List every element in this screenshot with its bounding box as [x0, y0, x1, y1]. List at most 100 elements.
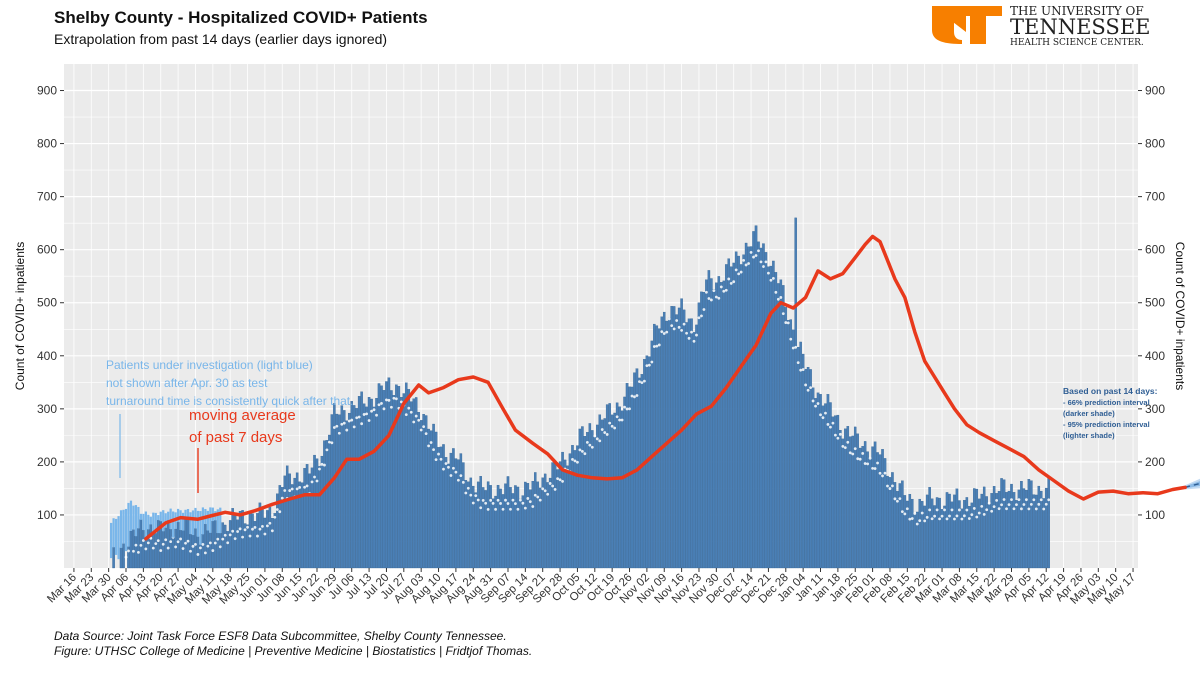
data-point [687, 336, 691, 340]
data-bar [759, 247, 763, 569]
data-point [417, 418, 421, 422]
data-bar [662, 311, 666, 569]
data-point [670, 324, 674, 328]
data-point [169, 540, 173, 544]
data-bar [325, 440, 329, 569]
y-tick-label-right: 900 [1145, 84, 1165, 98]
data-point [216, 537, 220, 541]
data-bar [476, 481, 480, 569]
data-bar [923, 505, 926, 569]
data-point [846, 440, 850, 444]
data-point [692, 339, 696, 343]
data-bar [288, 473, 291, 569]
data-point [151, 546, 155, 550]
data-bar [809, 369, 812, 569]
data-point [786, 321, 790, 325]
data-point [742, 258, 746, 262]
data-bar [685, 322, 688, 569]
data-point [556, 477, 559, 481]
data-bar [514, 485, 517, 569]
data-bar [315, 458, 319, 569]
data-point [826, 423, 830, 426]
data-bar [1044, 487, 1048, 569]
data-bar [623, 396, 626, 569]
data-point [434, 458, 438, 462]
data-bar [464, 480, 468, 569]
chart-title: Shelby County - Hospitalized COVID+ Pati… [54, 8, 428, 27]
logo-line-3: HEALTH SCIENCE CENTER. [1010, 38, 1144, 48]
data-point [638, 380, 641, 384]
data-bar [603, 418, 606, 569]
data-point [767, 271, 770, 275]
data-bar [521, 495, 525, 569]
data-bar [700, 291, 703, 569]
data-bar [434, 431, 438, 569]
data-bar [164, 527, 167, 569]
pui-bar [169, 508, 172, 530]
data-point [876, 461, 879, 465]
data-bar [196, 536, 200, 569]
data-bar [578, 428, 582, 569]
data-point [231, 529, 235, 533]
data-bar [357, 396, 361, 569]
data-bar [258, 502, 262, 569]
data-bar [791, 329, 795, 569]
pui-bar [199, 511, 202, 545]
data-point [248, 534, 252, 538]
data-bar [858, 447, 862, 569]
data-point [553, 488, 557, 491]
data-point [732, 280, 736, 284]
data-point [340, 422, 344, 426]
data-bar [283, 475, 287, 569]
data-bar [194, 528, 197, 569]
data-point [764, 260, 768, 264]
data-bar [370, 398, 373, 569]
data-bar [556, 469, 559, 569]
y-tick-label-left: 500 [37, 296, 57, 310]
data-source-note: Data Source: Joint Task Force ESF8 Data … [54, 629, 507, 643]
data-point [749, 250, 753, 254]
data-point [590, 445, 594, 449]
data-point [593, 434, 597, 438]
data-point [558, 478, 562, 482]
y-tick-label-left: 900 [37, 84, 57, 98]
data-point [940, 514, 944, 518]
data-bar [313, 454, 316, 569]
data-point [1007, 503, 1011, 507]
data-bar [494, 495, 497, 569]
data-point [886, 484, 889, 488]
data-point [737, 272, 741, 276]
data-bar [985, 496, 988, 569]
data-point [990, 509, 994, 513]
data-bar [648, 356, 651, 569]
data-point [437, 452, 440, 456]
data-point [975, 515, 979, 519]
data-bar [392, 395, 396, 569]
data-bar [782, 285, 785, 569]
data-bar [1037, 485, 1041, 569]
data-point [422, 425, 426, 429]
data-bar [717, 276, 721, 569]
data-bar [794, 217, 797, 569]
data-bar [1020, 481, 1023, 569]
data-point [144, 547, 148, 551]
data-point [1015, 503, 1018, 506]
pui-bar [162, 510, 165, 532]
data-point [201, 543, 205, 546]
pui-bar [167, 511, 170, 521]
data-point [774, 290, 778, 294]
data-point [404, 413, 408, 417]
data-bar [509, 487, 512, 569]
data-bar [866, 451, 869, 569]
pui-bar [114, 518, 118, 555]
data-bar [953, 494, 956, 569]
data-bar [707, 270, 711, 569]
data-point [873, 467, 877, 470]
data-point [702, 308, 706, 311]
data-point [1042, 507, 1046, 511]
data-bar [863, 441, 867, 569]
y-tick-label-left: 700 [37, 190, 57, 204]
data-point [913, 512, 917, 515]
pui-bar [181, 512, 185, 531]
pui-bar [206, 510, 209, 531]
